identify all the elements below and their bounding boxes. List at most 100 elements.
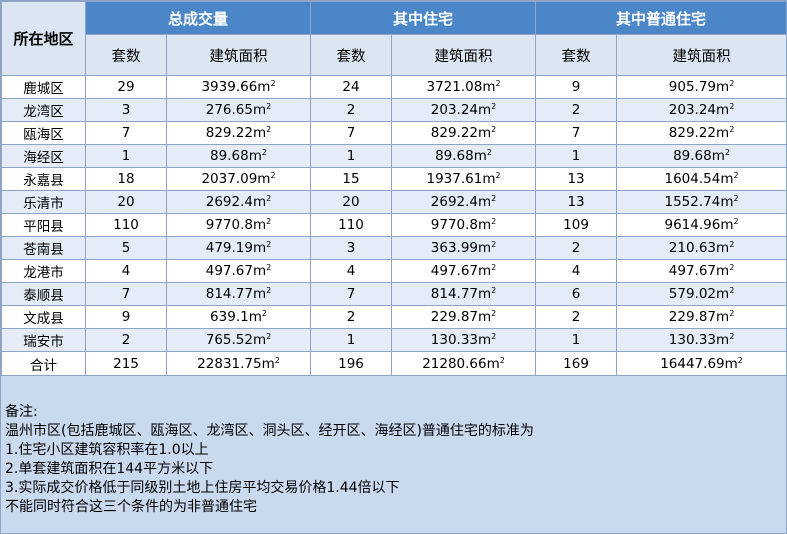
total-area-cell: 9770.8m2	[165, 213, 312, 237]
area-unit: m	[478, 309, 492, 325]
residential-area-cell: 229.87m2	[391, 305, 537, 329]
total-area-cell: 2692.4m2	[165, 190, 312, 214]
area-unit: m	[253, 286, 267, 302]
note-line: 温州市区(包括鹿城区、瓯海区、龙湾区、洞头区、经开区、海经区)普通住宅的标准为	[5, 423, 534, 439]
total-count-cell: 2	[85, 328, 167, 352]
note-line: 3.实际成交价格低于同级别土地上住房平均交易价格1.44倍以下	[5, 480, 400, 496]
table-row: 文成县 9 639.1m2 2 229.87m2 2 229.87m2	[1, 305, 787, 329]
total-count-cell: 9	[85, 305, 167, 329]
residential-area-cell: 203.24m2	[391, 98, 537, 122]
area-unit-exponent: 2	[491, 217, 497, 226]
residential-count-cell: 2	[310, 305, 393, 329]
area-value: 814.77	[430, 286, 479, 302]
area-unit: m	[253, 217, 267, 233]
group-header-row: 所在地区 总成交量 其中住宅 其中普通住宅	[1, 1, 787, 76]
area-unit-exponent: 2	[491, 309, 497, 318]
total-count-cell: 215	[85, 351, 167, 376]
residential-count-cell: 1	[310, 144, 393, 168]
area-unit-exponent: 2	[266, 332, 272, 341]
total-count-cell: 7	[85, 121, 167, 145]
area-unit: m	[253, 194, 267, 210]
region-cell: 泰顺县	[1, 282, 86, 306]
total-area-cell: 22831.75m2	[165, 351, 312, 376]
area-unit: m	[248, 309, 262, 325]
area-unit: m	[253, 125, 267, 141]
ordinary-count-cell: 1	[535, 328, 618, 352]
ordinary-count-cell: 2	[535, 305, 618, 329]
area-unit-exponent: 2	[729, 263, 735, 272]
area-unit: m	[253, 102, 267, 118]
table-row: 鹿城区 29 3939.66m2 24 3721.08m2 9 905.79m2	[1, 75, 787, 99]
total-area-cell: 479.19m2	[165, 236, 312, 260]
total-row: 合计 215 22831.75m2 196 21280.66m2 169 16447.69m…	[1, 351, 787, 376]
area-unit-exponent: 2	[729, 79, 735, 88]
residential-count-cell: 3	[310, 236, 393, 260]
area-unit-exponent: 2	[495, 171, 501, 180]
ordinary-area-cell: 1552.74m2	[616, 190, 787, 214]
ordinary-count-header: 套数	[535, 34, 618, 76]
region-cell: 苍南县	[1, 236, 86, 260]
residential-count-cell: 2	[310, 98, 393, 122]
area-unit: m	[478, 217, 492, 233]
area-value: 2037.09	[201, 171, 258, 187]
note-line: 2.单套建筑面积在144平方米以下	[5, 461, 214, 477]
area-value: 2692.4	[205, 194, 253, 210]
ordinary-group-header: 其中普通住宅	[535, 1, 787, 35]
notes-section: 备注: 温州市区(包括鹿城区、瓯海区、龙湾区、洞头区、经开区、海经区)普通住宅的标…	[1, 387, 785, 517]
area-unit: m	[473, 148, 487, 164]
area-value: 814.77	[205, 286, 253, 302]
ordinary-area-cell: 210.63m2	[616, 236, 787, 260]
region-cell: 文成县	[1, 305, 86, 329]
ordinary-count-cell: 7	[535, 121, 618, 145]
column-header-row: 套数 建筑面积 套数 建筑面积 套数 建筑面积	[2, 34, 787, 76]
area-unit: m	[716, 125, 730, 141]
area-value: 9770.8	[430, 217, 479, 233]
area-value: 829.22	[205, 125, 253, 141]
ordinary-count-cell: 9	[535, 75, 618, 99]
area-value: 479.19	[205, 240, 253, 256]
area-unit: m	[253, 240, 267, 256]
table-row: 龙港市 4 497.67m2 4 497.67m2 4 497.67m2	[1, 259, 787, 283]
total-area-cell: 814.77m2	[165, 282, 312, 306]
total-count-cell: 5	[85, 236, 167, 260]
residential-count-cell: 24	[310, 75, 393, 99]
residential-area-cell: 21280.66m2	[391, 351, 537, 376]
area-value: 1604.54	[664, 171, 721, 187]
area-unit: m	[482, 79, 496, 95]
area-unit: m	[716, 286, 730, 302]
area-value: 210.63	[668, 240, 717, 256]
area-value: 3939.66	[201, 79, 258, 95]
area-value: 130.33	[430, 332, 479, 348]
residential-group-header: 其中住宅	[310, 1, 537, 35]
ordinary-area-header: 建筑面积	[616, 34, 787, 76]
area-value: 639.1	[210, 309, 249, 325]
area-value: 9770.8	[205, 217, 253, 233]
area-value: 229.87	[430, 309, 479, 325]
ordinary-count-cell: 109	[535, 213, 618, 237]
area-unit-exponent: 2	[495, 79, 501, 88]
residential-count-cell: 1	[310, 328, 393, 352]
area-unit: m	[261, 355, 275, 372]
area-unit: m	[716, 332, 730, 348]
total-count-cell: 4	[85, 259, 167, 283]
area-value: 22831.75	[197, 355, 262, 372]
total-area-cell: 3939.66m2	[165, 75, 312, 99]
total-area-cell: 639.1m2	[165, 305, 312, 329]
ordinary-area-cell: 497.67m2	[616, 259, 787, 283]
ordinary-count-cell: 1	[535, 144, 618, 168]
area-unit-exponent: 2	[266, 125, 272, 134]
residential-count-cell: 110	[310, 213, 393, 237]
residential-area-cell: 130.33m2	[391, 328, 537, 352]
table-row: 龙湾区 3 276.65m2 2 203.24m2 2 203.24m2	[1, 98, 787, 122]
area-unit: m	[478, 102, 492, 118]
area-unit-exponent: 2	[729, 102, 735, 111]
area-unit-exponent: 2	[266, 102, 272, 111]
area-unit: m	[478, 286, 492, 302]
area-value: 203.24	[430, 102, 479, 118]
total-count-cell: 110	[85, 213, 167, 237]
area-value: 130.33	[668, 332, 717, 348]
area-value: 905.79	[668, 79, 717, 95]
area-unit: m	[720, 217, 734, 233]
area-value: 21280.66	[422, 355, 487, 372]
area-unit: m	[720, 171, 734, 187]
